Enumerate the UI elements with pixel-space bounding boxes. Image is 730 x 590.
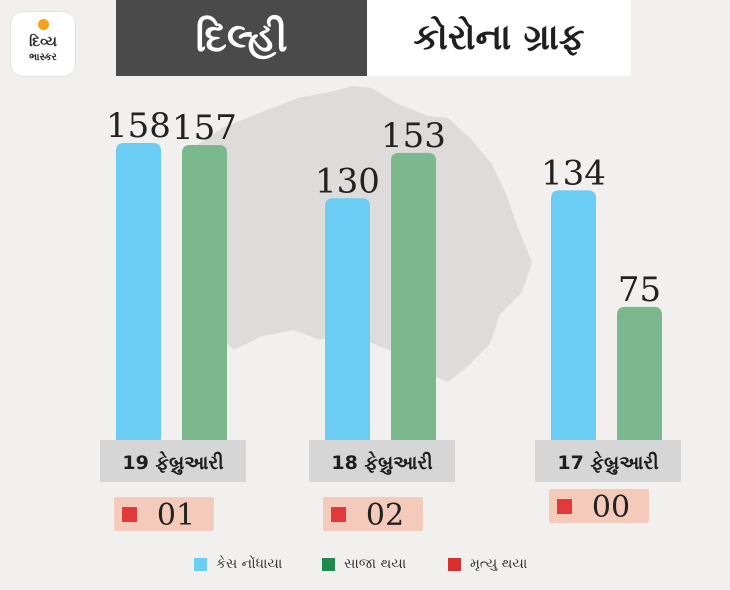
legend-swatch-deaths <box>448 557 461 571</box>
legend-swatch-recovered <box>322 557 335 571</box>
data-label-recovered: 157 <box>172 108 237 148</box>
bar-recovered <box>617 306 662 455</box>
category-label: 19 ફેબ્રુઆરી <box>122 451 224 475</box>
data-label-deaths: 00 <box>592 490 630 525</box>
legend-item-deaths: મૃત્યુ થયા <box>448 556 527 572</box>
legend: કેસ નોંધાયા સાજા થયા મૃત્યુ થયા <box>0 556 730 580</box>
data-label-cases: 130 <box>315 161 380 201</box>
death-box <box>323 497 423 531</box>
death-marker <box>557 499 572 514</box>
death-marker <box>331 507 346 522</box>
death-box <box>549 489 649 523</box>
data-label-deaths: 01 <box>157 498 195 533</box>
legend-item-cases: કેસ નોંધાયા <box>194 556 282 572</box>
legend-label-recovered: સાજા થયા <box>344 556 407 572</box>
bar-cases <box>551 190 596 456</box>
divya-bhaskar-logo: દિવ્ય ભાસ્કર <box>11 12 75 76</box>
bar-recovered <box>391 152 436 455</box>
date-box <box>100 440 246 482</box>
header-title: કોરોના ગ્રાફ <box>367 0 631 76</box>
death-box <box>114 497 214 531</box>
legend-label-deaths: મૃત્યુ થયા <box>470 556 528 572</box>
logo-line2: ભાસ્કર <box>29 52 57 63</box>
data-label-recovered: 153 <box>381 116 446 156</box>
sun-icon <box>38 19 49 30</box>
legend-item-recovered: સાજા થયા <box>322 556 406 572</box>
bar-recovered <box>182 144 227 456</box>
bar-cases <box>325 198 370 455</box>
data-label-deaths: 02 <box>366 498 404 533</box>
death-marker <box>122 507 137 522</box>
date-box <box>535 440 681 482</box>
header-city: દિલ્હી <box>116 0 367 76</box>
data-label-cases: 134 <box>541 153 606 193</box>
legend-label-cases: કેસ નોંધાયા <box>216 556 283 572</box>
bar-cases <box>116 143 161 455</box>
data-label-recovered: 75 <box>618 270 661 310</box>
category-label: 17 ફેબ્રુઆરી <box>557 451 659 475</box>
data-label-cases: 158 <box>106 106 171 146</box>
date-box <box>309 440 455 482</box>
logo-line1: દિવ્ય <box>29 34 57 50</box>
category-label: 18 ફેબ્રુઆરી <box>331 451 433 475</box>
legend-swatch-cases <box>194 557 207 571</box>
